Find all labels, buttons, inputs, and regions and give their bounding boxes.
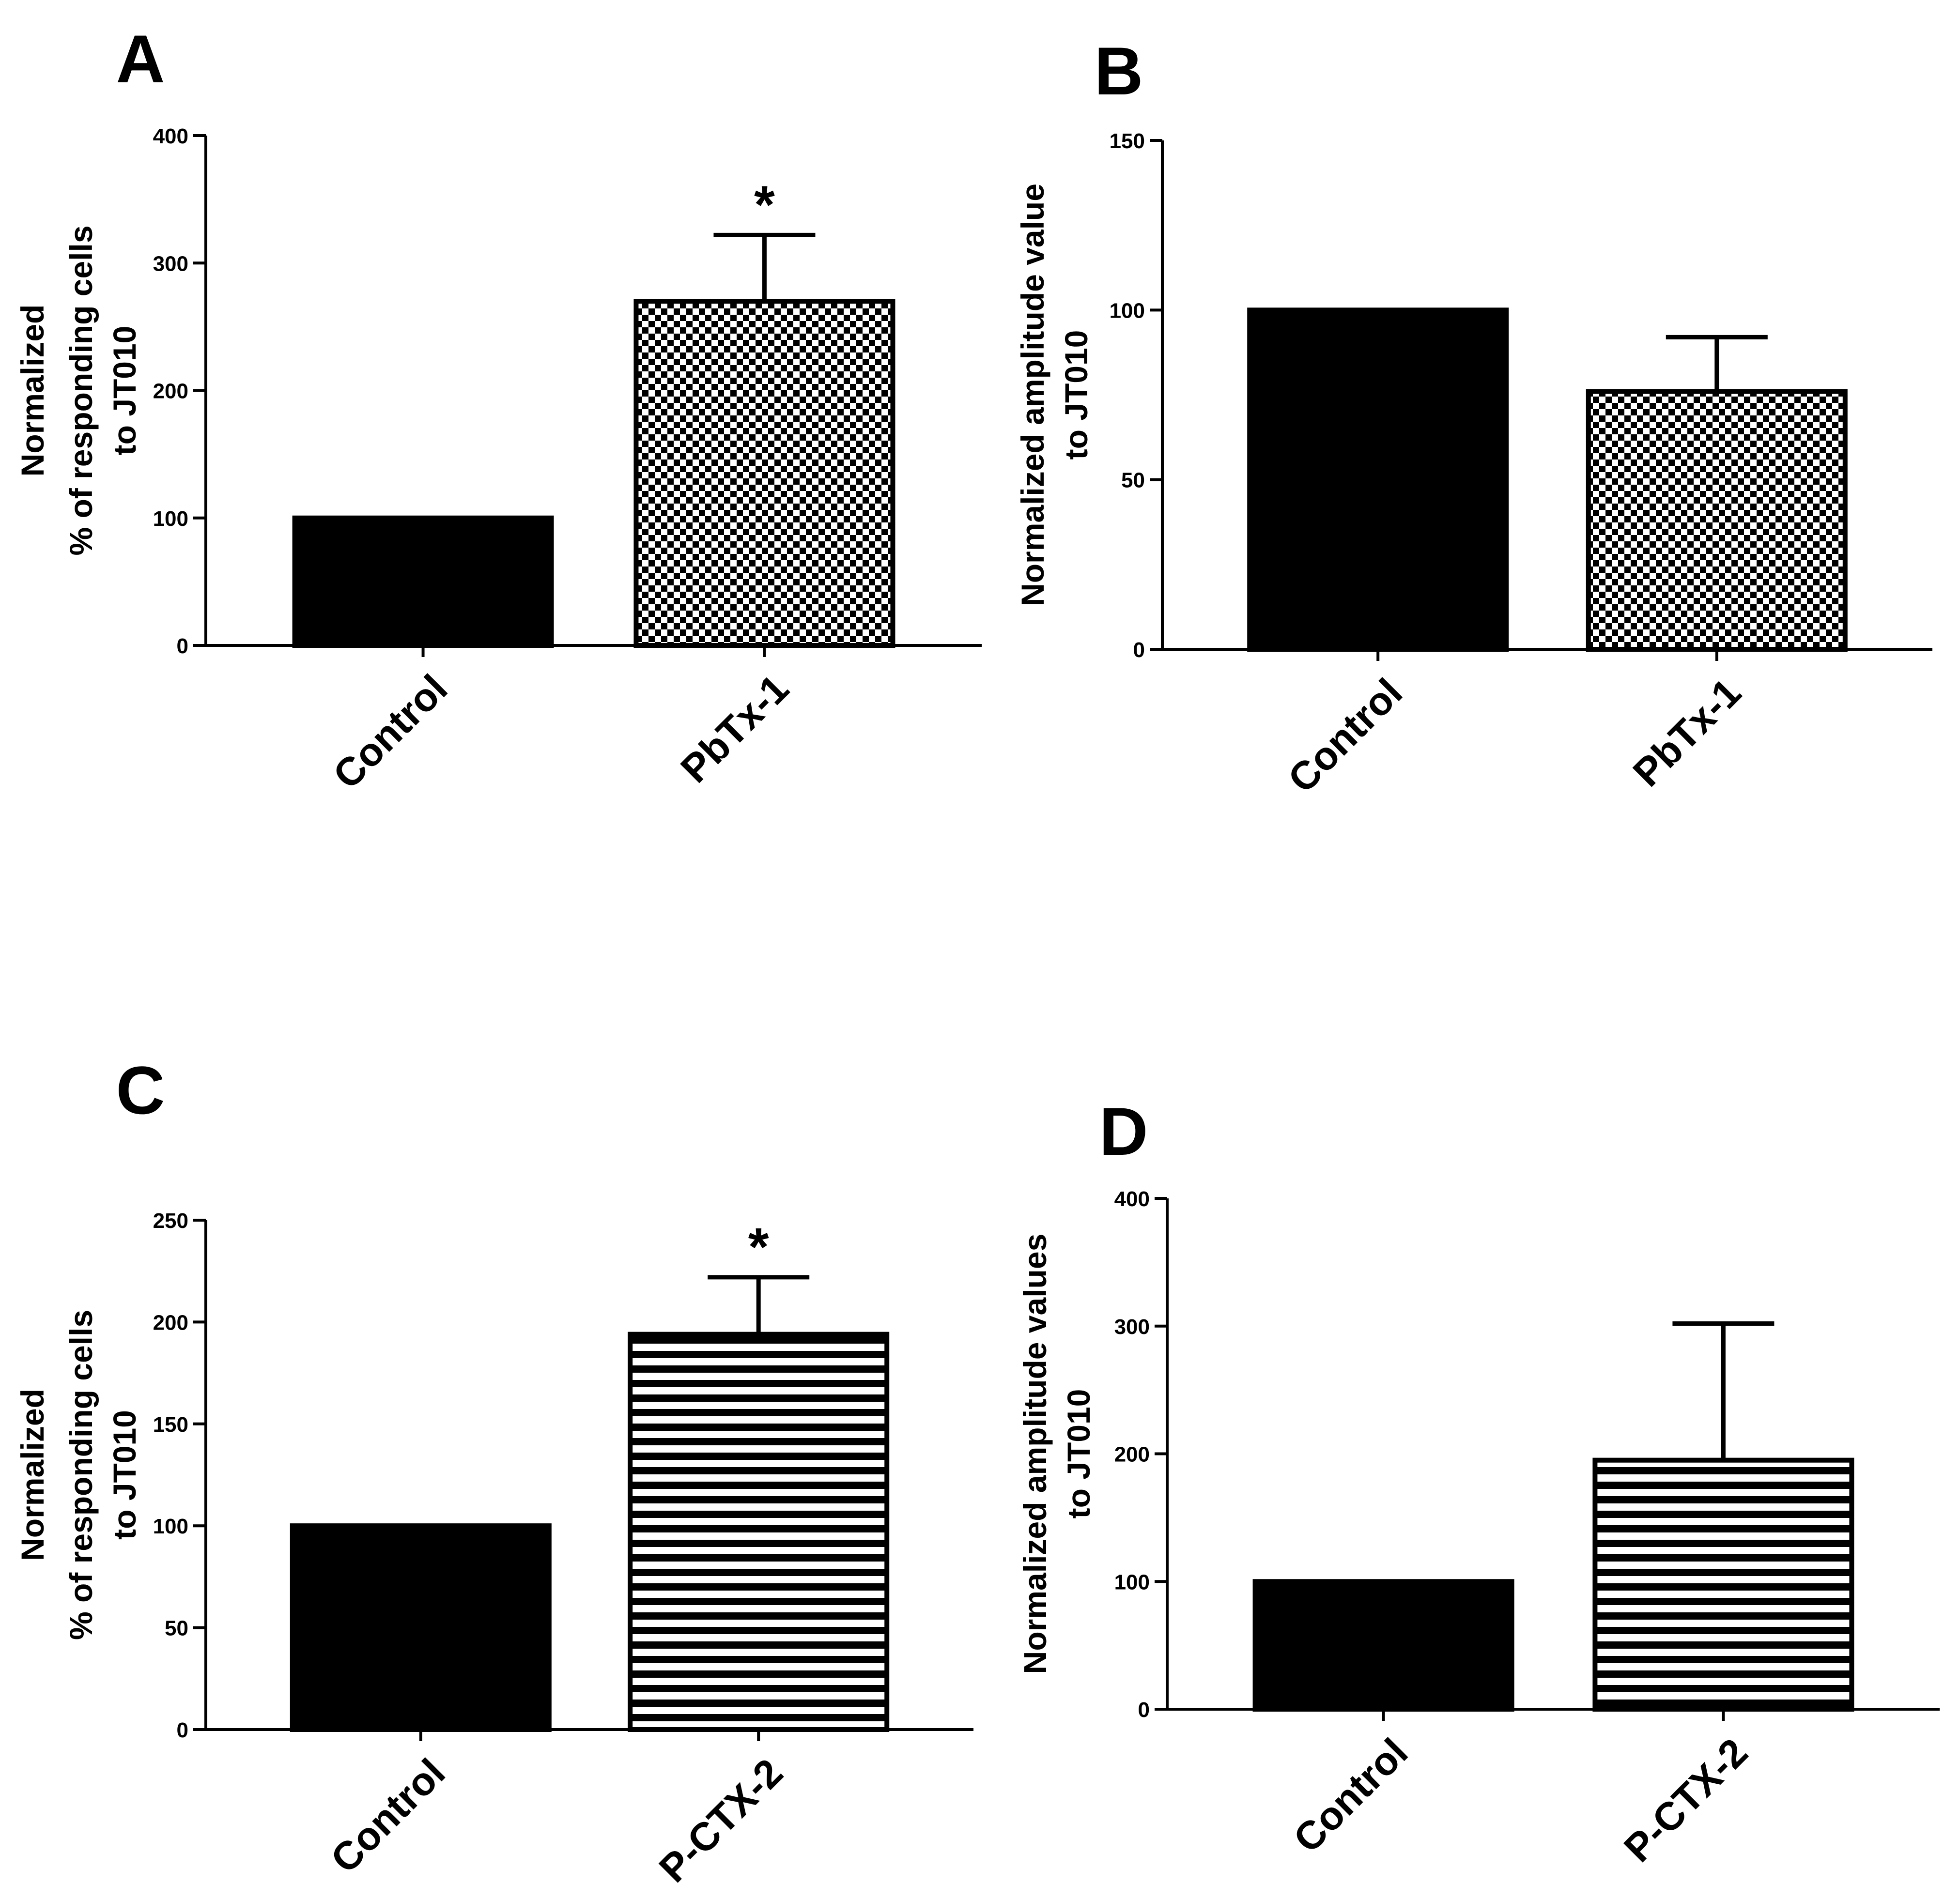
significance-mark: * xyxy=(754,175,775,234)
panel-letter: C xyxy=(116,1052,165,1128)
category-label: Control xyxy=(1285,1730,1416,1861)
panel-b: B Control PbTx-1 0 50 100 150 Normalized amplit… xyxy=(1015,33,1932,801)
y-axis-title: to JT010 xyxy=(107,1410,142,1540)
y-tick-label: 0 xyxy=(1138,1698,1150,1722)
bar-control xyxy=(290,1523,552,1732)
y-tick-label: 300 xyxy=(1114,1315,1150,1339)
y-tick-label: 100 xyxy=(153,1515,188,1538)
bar-control xyxy=(1252,1579,1514,1712)
y-tick-label: 200 xyxy=(153,380,188,403)
panel-letter: B xyxy=(1094,33,1143,109)
panel-letter: A xyxy=(116,21,165,97)
y-axis-title: Normalized xyxy=(15,1389,50,1561)
y-tick-label: 50 xyxy=(1121,469,1145,492)
y-axis-title: to JT010 xyxy=(1058,330,1094,460)
panel-c: C Control * P-CTX-2 0 50 100 150 200 250 Normalize… xyxy=(15,1052,973,1891)
category-label: PbTx-1 xyxy=(673,666,798,791)
y-tick-label: 400 xyxy=(153,124,188,148)
panel-a: A Control * PbTx-1 0 100 200 300 400 Normalized % … xyxy=(15,21,982,797)
y-axis-title: Normalized xyxy=(15,305,50,477)
bar-p-ctx-2 xyxy=(628,1332,890,1732)
bar-pbtx-1 xyxy=(1586,389,1848,652)
bar-pbtx-1 xyxy=(633,299,895,648)
y-tick-label: 0 xyxy=(177,1718,188,1742)
category-label: P-CTX-2 xyxy=(651,1750,791,1891)
category-label: PbTx-1 xyxy=(1625,670,1750,795)
y-axis-title: % of responding cells xyxy=(63,1310,99,1640)
y-tick-label: 200 xyxy=(153,1311,188,1334)
category-label: Control xyxy=(325,666,456,797)
panel-letter: D xyxy=(1099,1093,1148,1169)
category-label: P-CTX-2 xyxy=(1616,1730,1756,1870)
y-axis-title: % of responding cells xyxy=(63,225,99,555)
bar-control xyxy=(292,515,554,648)
bar-control xyxy=(1247,307,1509,652)
panel-d: D Control P-CTX-2 0 100 200 300 400 Normalized a… xyxy=(1017,1093,1940,1870)
y-axis-title: to JT010 xyxy=(107,326,142,456)
y-tick-label: 100 xyxy=(1110,299,1145,322)
y-tick-label: 0 xyxy=(177,634,188,658)
category-label: Control xyxy=(1280,670,1410,801)
y-tick-label: 300 xyxy=(153,252,188,276)
y-axis-title: Normalized amplitude value xyxy=(1015,184,1050,606)
y-tick-label: 200 xyxy=(1114,1443,1150,1467)
y-axis-title: Normalized amplitude values xyxy=(1017,1234,1053,1674)
y-tick-label: 0 xyxy=(1133,638,1145,662)
y-tick-label: 100 xyxy=(153,507,188,531)
category-label: Control xyxy=(323,1750,453,1881)
y-tick-label: 50 xyxy=(165,1617,188,1640)
y-axis-title: to JT010 xyxy=(1061,1389,1096,1519)
y-tick-label: 400 xyxy=(1114,1187,1150,1211)
y-tick-label: 100 xyxy=(1114,1570,1150,1594)
significance-mark: * xyxy=(748,1217,769,1277)
y-tick-label: 150 xyxy=(153,1413,188,1437)
y-tick-label: 250 xyxy=(153,1209,188,1233)
bar-p-ctx-2 xyxy=(1592,1457,1854,1712)
y-tick-label: 150 xyxy=(1110,129,1145,153)
